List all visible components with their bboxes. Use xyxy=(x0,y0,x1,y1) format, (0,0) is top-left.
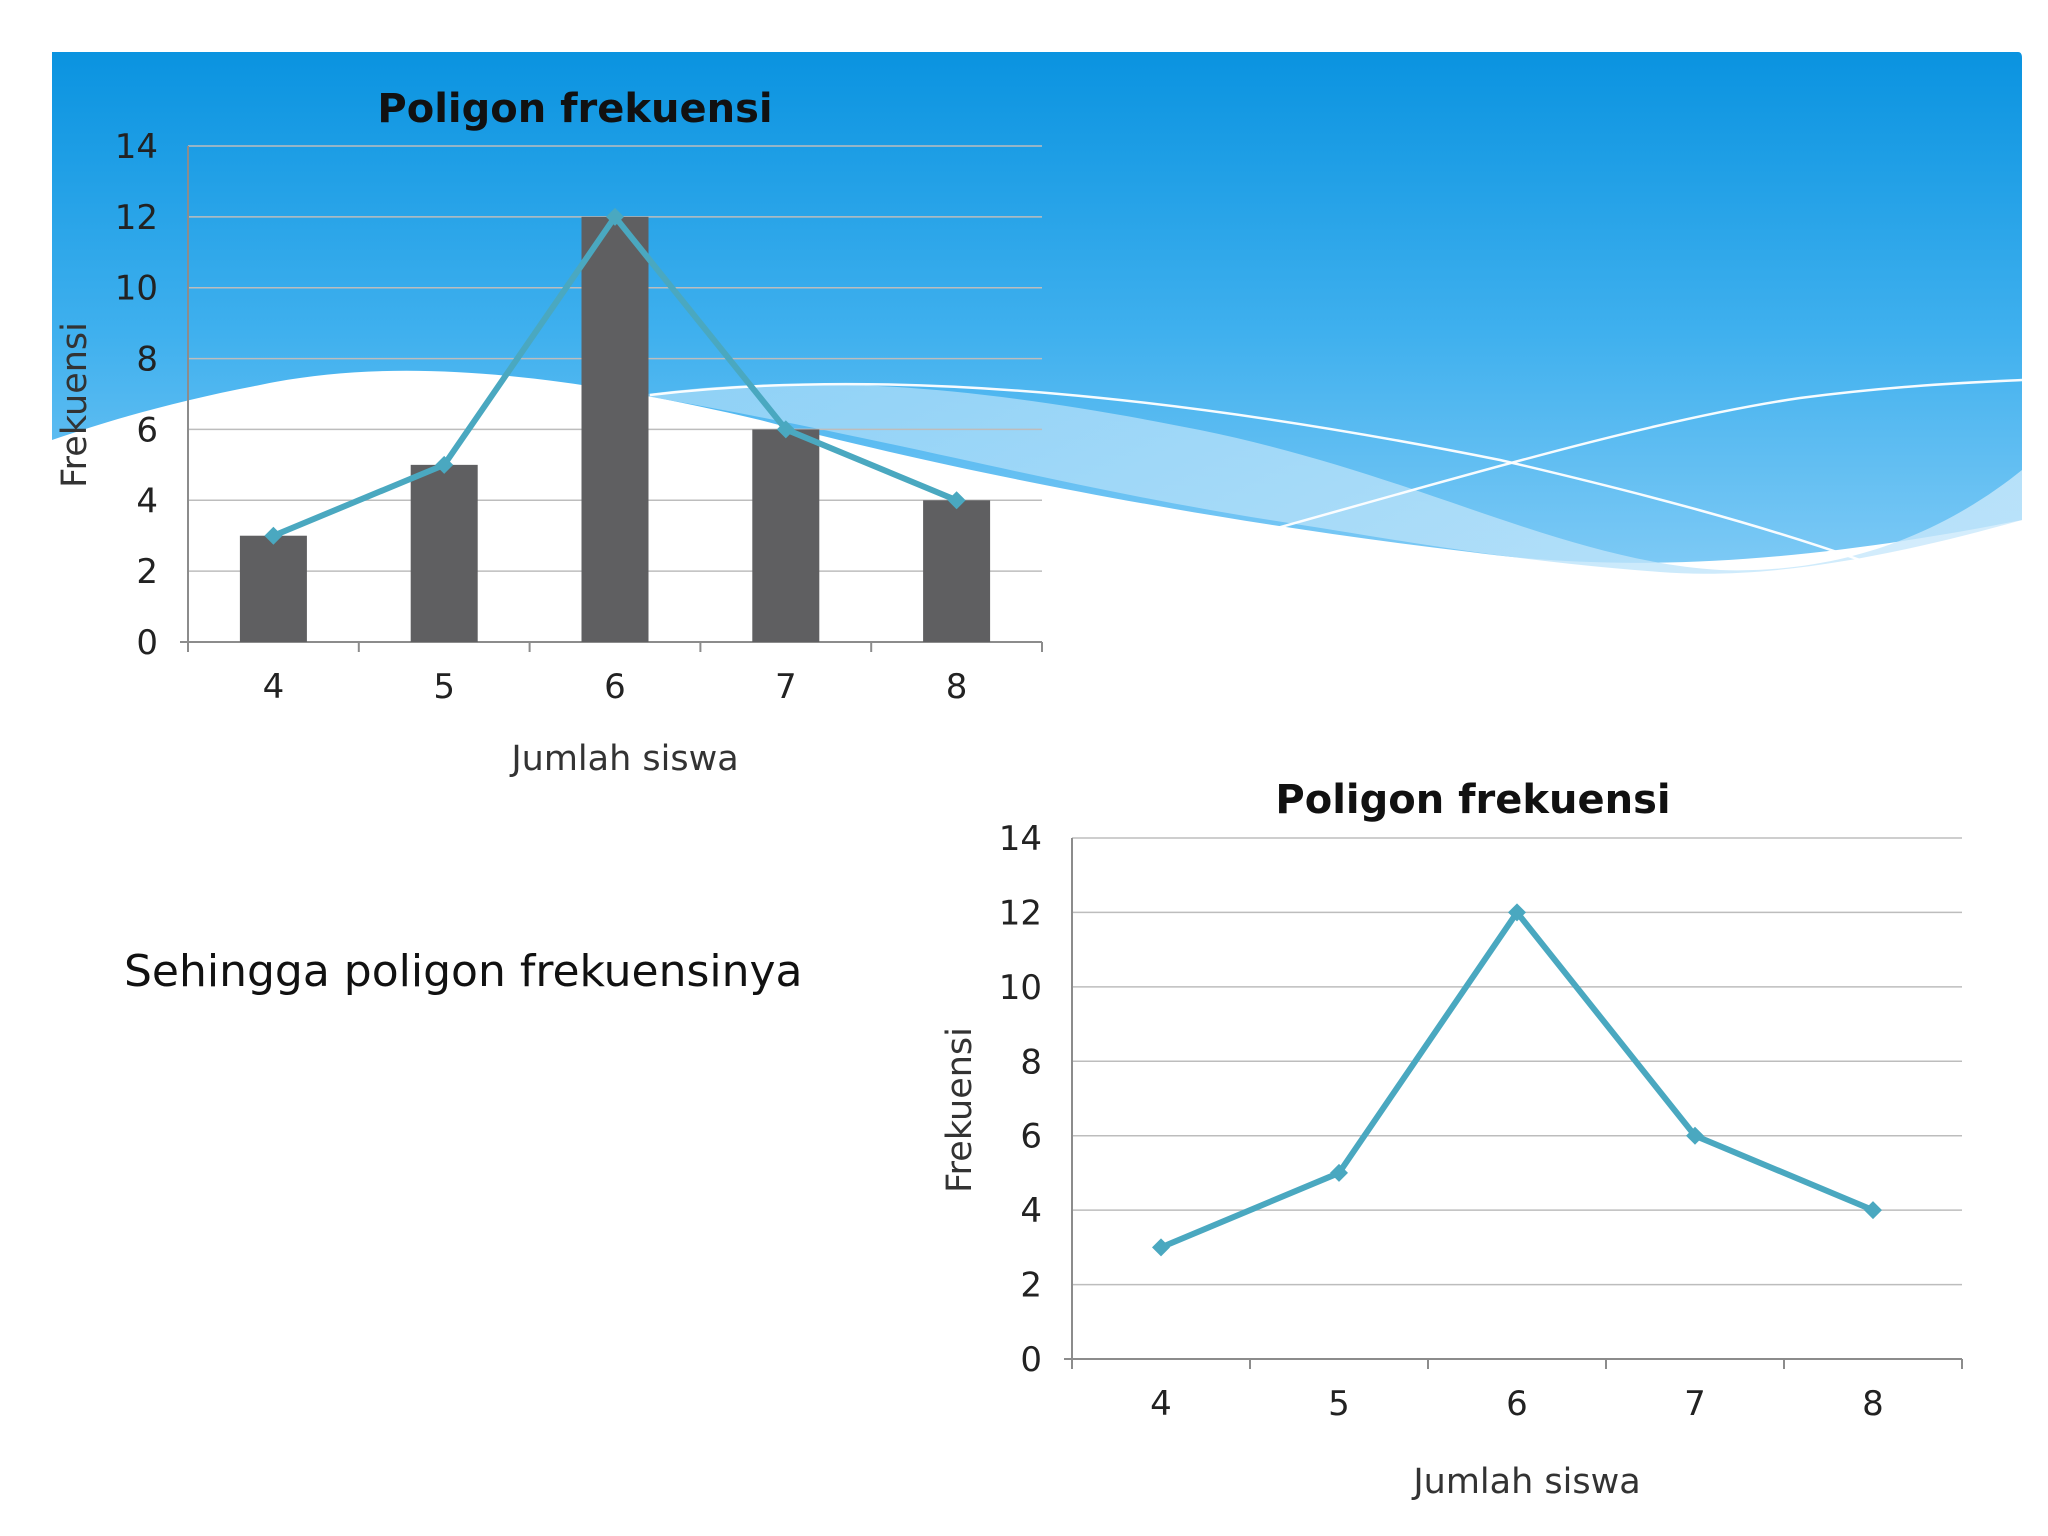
data-point-4 xyxy=(1152,1238,1170,1257)
y-tick-label: 4 xyxy=(136,481,158,521)
x-tick-label: 5 xyxy=(1328,1384,1350,1424)
x-axis-label: Jumlah siswa xyxy=(509,739,738,779)
header-wave-light xyxy=(640,383,2022,574)
y-tick-label: 6 xyxy=(136,410,158,450)
y-tick-label: 14 xyxy=(999,819,1042,859)
bar-4 xyxy=(239,535,307,642)
y-tick-label: 2 xyxy=(136,552,158,592)
y-tick-label: 12 xyxy=(999,893,1042,933)
x-tick-label: 8 xyxy=(1862,1384,1884,1424)
x-tick-label: 8 xyxy=(946,667,968,707)
x-tick-label: 4 xyxy=(1150,1384,1172,1424)
x-tick-label: 4 xyxy=(263,667,285,707)
y-axis-label: Frekuensi xyxy=(55,322,95,488)
x-tick-label: 6 xyxy=(1506,1384,1528,1424)
y-tick-label: 2 xyxy=(1020,1266,1042,1306)
bar-6 xyxy=(581,216,649,642)
bar-5 xyxy=(410,464,478,642)
x-tick-label: 5 xyxy=(433,667,455,707)
data-point-7 xyxy=(776,420,795,439)
x-tick-label: 7 xyxy=(1684,1384,1706,1424)
bar-8 xyxy=(923,500,991,642)
data-point-8 xyxy=(1864,1201,1882,1220)
data-point-7 xyxy=(1686,1126,1704,1145)
series-line xyxy=(1159,909,1875,1251)
header-wave-line-2 xyxy=(1269,378,2023,532)
x-tick-label: 6 xyxy=(604,667,626,707)
bar-7 xyxy=(752,429,820,642)
chart-title: Poligon frekuensi xyxy=(1275,777,1670,823)
y-tick-label: 0 xyxy=(136,623,158,663)
header-band xyxy=(52,52,2022,563)
data-point-4 xyxy=(264,526,283,545)
y-tick-label: 0 xyxy=(1020,1340,1042,1380)
y-tick-label: 10 xyxy=(999,968,1042,1008)
header-wave-line-1 xyxy=(649,382,1861,562)
data-point-5 xyxy=(1330,1163,1348,1182)
y-tick-label: 14 xyxy=(115,127,158,167)
y-tick-label: 6 xyxy=(1020,1117,1042,1157)
data-point-6 xyxy=(606,207,624,226)
y-tick-label: 8 xyxy=(136,340,158,380)
chart-title: Poligon frekuensi xyxy=(377,86,772,132)
y-tick-label: 8 xyxy=(1020,1042,1042,1082)
data-point-5 xyxy=(435,455,454,474)
caption-text: Sehingga poligon frekuensinya xyxy=(124,946,803,997)
x-tick-label: 7 xyxy=(775,667,797,707)
y-tick-label: 10 xyxy=(115,269,158,309)
data-point-8 xyxy=(947,491,966,510)
y-tick-label: 4 xyxy=(1020,1191,1042,1231)
y-axis-label: Frekuensi xyxy=(940,1027,980,1193)
data-point-6 xyxy=(1508,903,1526,922)
x-axis-label: Jumlah siswa xyxy=(1411,1462,1640,1502)
y-tick-label: 12 xyxy=(115,198,158,238)
